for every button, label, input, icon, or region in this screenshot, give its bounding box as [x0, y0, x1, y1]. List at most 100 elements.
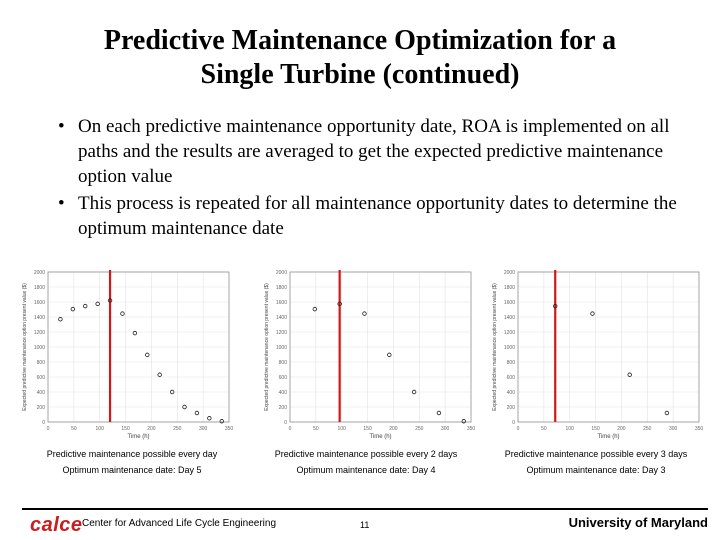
- x-tick-label: 150: [363, 426, 372, 432]
- y-tick-label: 1600: [34, 300, 45, 306]
- y-tick-label: 2000: [276, 270, 287, 276]
- data-point: [157, 372, 162, 377]
- y-tick-label: 2000: [34, 270, 45, 276]
- bullet-text: This process is repeated for all mainten…: [78, 193, 677, 239]
- data-point: [219, 419, 224, 424]
- y-tick-label: 800: [507, 360, 516, 366]
- y-tick-label: 1400: [504, 315, 515, 321]
- x-tick-label: 0: [47, 426, 50, 432]
- title-line-1: Predictive Maintenance Optimization for …: [103, 25, 617, 56]
- y-axis-label: Expected predictive maintenance option p…: [22, 283, 28, 411]
- y-tick-label: 1000: [504, 345, 515, 351]
- data-point: [145, 352, 150, 358]
- y-tick-label: 200: [37, 405, 46, 411]
- y-tick-label: 1400: [276, 315, 287, 321]
- caption-optimum: Optimum maintenance date: Day 5: [62, 465, 202, 475]
- bullet-list: • On each predictive maintenance opportu…: [58, 114, 698, 243]
- x-tick-label: 300: [669, 426, 678, 432]
- bullet-item: • On each predictive maintenance opportu…: [58, 114, 698, 189]
- y-tick-label: 400: [279, 390, 288, 396]
- x-tick-label: 350: [467, 426, 476, 432]
- y-tick-label: 400: [507, 390, 516, 396]
- chart-every-2-days: 0 200 400 600 800 1000 1200 1400 1600 1800 2000 0 50…: [264, 270, 476, 440]
- footer-university: University of Maryland: [568, 515, 708, 530]
- plot-border: [47, 271, 230, 423]
- y-tick-label: 200: [507, 405, 516, 411]
- y-tick-label: 600: [37, 375, 46, 381]
- y-tick-label: 1200: [276, 330, 287, 336]
- x-tick-label: 150: [121, 426, 130, 432]
- caption-optimum: Optimum maintenance date: Day 4: [296, 465, 436, 475]
- page-number: 11: [360, 520, 370, 530]
- x-axis-label: Time (h): [369, 434, 391, 440]
- x-tick-label: 200: [147, 426, 156, 432]
- y-tick-label: 0: [42, 420, 45, 426]
- data-point: [337, 301, 342, 307]
- x-tick-label: 100: [96, 426, 105, 432]
- data-point: [461, 419, 466, 424]
- y-tick-label: 1200: [504, 330, 515, 336]
- y-axis-label: Expected predictive maintenance option p…: [492, 283, 498, 411]
- data-point: [169, 389, 175, 395]
- x-tick-label: 100: [338, 426, 347, 432]
- data-point: [70, 306, 76, 312]
- data-point: [553, 303, 558, 309]
- data-point: [312, 306, 318, 312]
- x-tick-label: 0: [517, 426, 520, 432]
- y-tick-label: 600: [507, 375, 516, 381]
- y-tick-label: 800: [37, 360, 46, 366]
- x-tick-label: 50: [71, 426, 77, 432]
- plot-border: [517, 271, 700, 423]
- data-point: [83, 303, 88, 309]
- y-tick-label: 1200: [34, 330, 45, 336]
- x-tick-label: 50: [541, 426, 547, 432]
- y-tick-label: 0: [284, 420, 287, 426]
- x-tick-label: 250: [415, 426, 424, 432]
- x-axis-label: Time (h): [597, 434, 619, 440]
- y-tick-label: 1400: [34, 315, 45, 321]
- y-tick-label: 1800: [276, 285, 287, 291]
- data-point: [182, 404, 187, 410]
- y-tick-label: 1000: [276, 345, 287, 351]
- bullet-marker: •: [58, 193, 65, 214]
- y-tick-label: 1800: [34, 285, 45, 291]
- slide-title: Predictive Maintenance Optimization for …: [20, 24, 700, 92]
- data-point: [436, 410, 442, 416]
- y-tick-label: 800: [279, 360, 288, 366]
- x-tick-label: 200: [389, 426, 398, 432]
- title-line-2: Single Turbine (continued): [200, 59, 520, 90]
- y-tick-label: 1000: [34, 345, 45, 351]
- caption-frequency: Predictive maintenance possible every 2 …: [274, 449, 458, 459]
- x-tick-label: 300: [441, 426, 450, 432]
- bullet-marker: •: [58, 116, 65, 137]
- x-tick-label: 0: [289, 426, 292, 432]
- data-point: [627, 372, 632, 377]
- x-tick-label: 250: [173, 426, 182, 432]
- chart-caption: Predictive maintenance possible every da…: [12, 446, 252, 478]
- data-point: [387, 352, 392, 358]
- plot-border: [289, 271, 472, 423]
- x-tick-label: 50: [313, 426, 319, 432]
- chart-every-3-days: 0 200 400 600 800 1000 1200 1400 1600 1800 2000 0 50…: [492, 270, 703, 440]
- caption-frequency: Predictive maintenance possible every da…: [46, 449, 218, 459]
- chart-every-day: 0 200 400 600 800 1000 1200 1400 1600 1800 2000 0 50…: [22, 270, 233, 440]
- footer-center-name: Center for Advanced Life Cycle Engineeri…: [82, 518, 277, 529]
- x-tick-label: 150: [591, 426, 600, 432]
- y-axis-label: Expected predictive maintenance option p…: [264, 283, 270, 411]
- data-point: [590, 311, 595, 316]
- data-point: [95, 301, 100, 307]
- chart-caption: Predictive maintenance possible every 3 …: [476, 446, 716, 478]
- x-tick-label: 300: [199, 426, 208, 432]
- bullet-text: On each predictive maintenance opportuni…: [78, 116, 670, 187]
- data-point: [107, 298, 113, 303]
- data-point: [132, 330, 138, 336]
- y-tick-label: 1600: [276, 300, 287, 306]
- y-tick-label: 1600: [504, 300, 515, 306]
- calce-logo: calce: [30, 514, 83, 536]
- data-point: [194, 410, 200, 416]
- data-point: [120, 311, 125, 316]
- data-point: [664, 410, 670, 416]
- x-axis-label: Time (h): [127, 434, 149, 440]
- y-tick-label: 600: [279, 375, 288, 381]
- y-tick-label: 2000: [504, 270, 515, 276]
